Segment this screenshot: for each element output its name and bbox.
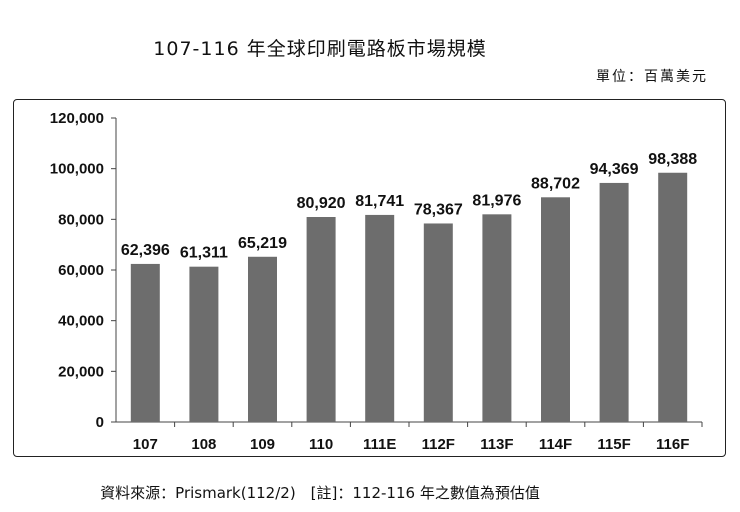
x-tick-label: 115F (597, 436, 630, 453)
y-tick-label: 100,000 (50, 161, 104, 178)
unit-label: 單位：百萬美元 (596, 69, 708, 85)
chart-title: 107-116 年全球印刷電路板市場規模 (153, 38, 487, 60)
y-tick-label: 120,000 (50, 110, 104, 127)
x-tick-label: 113F (480, 436, 513, 453)
x-tick-label: 110 (309, 436, 333, 453)
bar (130, 263, 160, 422)
data-label: 62,396 (121, 242, 170, 259)
x-tick-label: 116F (656, 436, 689, 453)
y-tick-label: 0 (96, 414, 104, 431)
x-tick-label: 112F (422, 436, 455, 453)
y-tick-label: 80,000 (58, 211, 104, 228)
bar (482, 214, 512, 422)
data-label: 88,702 (531, 175, 580, 192)
x-tick-label: 109 (250, 436, 275, 453)
data-label: 81,976 (472, 192, 521, 209)
y-tick-label: 40,000 (58, 313, 104, 330)
data-label: 61,311 (180, 245, 228, 262)
y-tick-label: 60,000 (58, 262, 104, 279)
bar (365, 214, 395, 422)
chart-frame (13, 99, 726, 457)
data-label: 65,219 (238, 235, 287, 252)
source-note: 資料來源：Prismark(112/2) [註]：112-116 年之數值為預估… (100, 484, 540, 502)
bar (423, 223, 453, 422)
bar (599, 182, 629, 422)
y-tick-label: 20,000 (58, 363, 104, 380)
data-label: 94,369 (590, 161, 639, 178)
x-tick-label: 114F (539, 436, 572, 453)
bar (541, 197, 570, 422)
data-label: 78,367 (414, 201, 463, 218)
data-label: 81,741 (355, 193, 404, 210)
x-tick-label: 111E (363, 436, 396, 453)
data-label: 80,920 (297, 195, 346, 212)
x-tick-label: 108 (191, 436, 216, 453)
bar (189, 266, 219, 422)
bar (306, 217, 336, 422)
x-tick-label: 107 (133, 436, 158, 453)
bar (658, 172, 688, 422)
data-label: 98,388 (648, 151, 697, 168)
bar (248, 256, 277, 422)
